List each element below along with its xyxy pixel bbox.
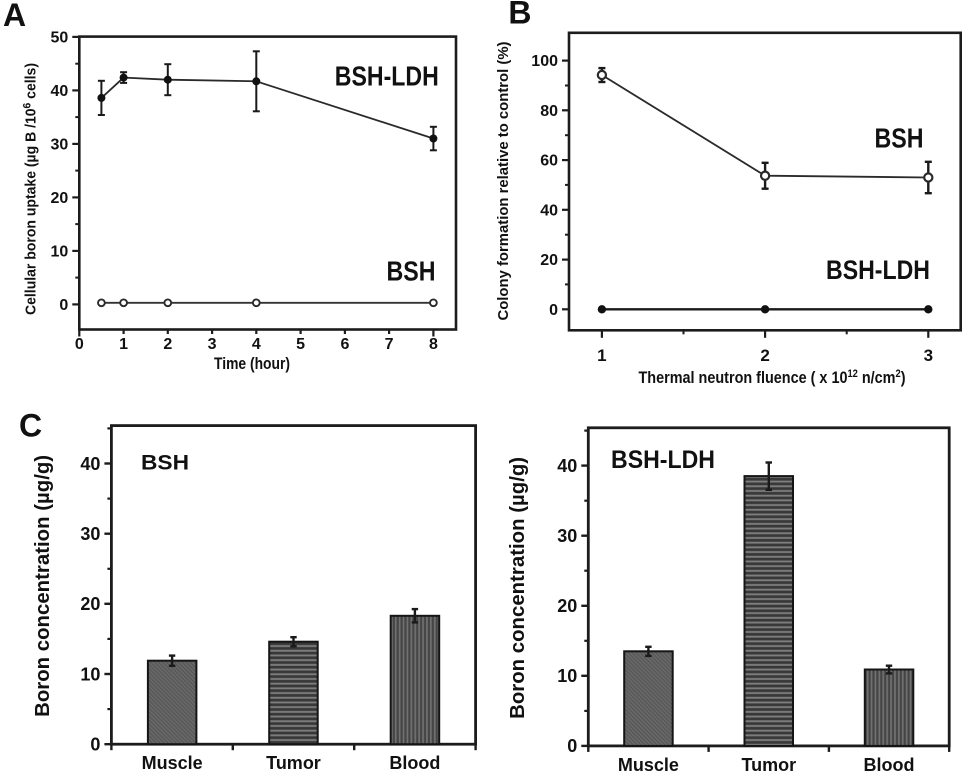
svg-text:7: 7 [385,336,394,353]
svg-text:BSH-LDH: BSH-LDH [826,255,930,285]
svg-text:30: 30 [51,137,69,154]
svg-text:20: 20 [540,252,558,269]
svg-text:Boron concentration (µg/g): Boron concentration (µg/g) [32,455,54,717]
svg-text:50: 50 [51,30,69,47]
svg-text:Tumor: Tumor [741,755,796,775]
svg-text:4: 4 [252,336,261,353]
svg-text:10: 10 [51,244,69,261]
svg-text:A: A [3,0,26,33]
svg-text:Blood: Blood [864,755,915,775]
svg-text:BSH-LDH: BSH-LDH [611,446,715,474]
svg-text:40: 40 [557,456,577,476]
svg-text:30: 30 [557,526,577,546]
svg-text:3: 3 [924,346,933,365]
svg-text:0: 0 [75,336,84,353]
svg-text:0: 0 [549,302,558,319]
svg-text:Cellular boron uptake (µg B /1: Cellular boron uptake (µg B /106 cells) [22,63,40,315]
svg-text:BSH: BSH [387,256,436,287]
svg-text:BSH-LDH: BSH-LDH [335,61,439,92]
svg-text:8: 8 [429,336,438,353]
svg-text:1: 1 [119,336,128,353]
svg-text:2: 2 [760,346,769,365]
svg-text:BSH: BSH [141,452,189,475]
svg-text:40: 40 [540,202,558,219]
svg-text:5: 5 [296,336,305,353]
svg-text:10: 10 [80,664,100,684]
svg-text:0: 0 [90,735,100,755]
svg-text:60: 60 [540,153,558,170]
svg-text:Thermal neutron fluence ( x 10: Thermal neutron fluence ( x 1012 n/cm2) [639,368,906,387]
svg-text:10: 10 [557,666,577,686]
svg-text:Muscle: Muscle [618,755,679,775]
svg-text:BSH: BSH [875,123,924,154]
svg-text:Boron concentration (µg/g): Boron concentration (µg/g) [507,457,529,719]
svg-text:2: 2 [163,336,172,353]
svg-text:40: 40 [51,83,69,100]
svg-text:100: 100 [531,53,558,70]
svg-text:Colony formation relative to c: Colony formation relative to control (%) [495,42,512,321]
svg-text:1: 1 [597,346,606,365]
svg-text:0: 0 [567,736,577,756]
svg-text:Tumor: Tumor [266,753,321,773]
svg-text:B: B [508,0,531,30]
svg-text:20: 20 [51,190,69,207]
svg-text:0: 0 [59,297,68,314]
svg-text:40: 40 [80,454,100,474]
svg-text:Time (hour): Time (hour) [214,354,290,373]
svg-text:3: 3 [208,336,217,353]
svg-text:20: 20 [557,596,577,616]
svg-text:Muscle: Muscle [142,753,203,773]
svg-text:6: 6 [340,336,349,353]
svg-text:30: 30 [80,524,100,544]
svg-text:C: C [19,408,42,444]
svg-text:80: 80 [540,103,558,120]
svg-text:20: 20 [80,594,100,614]
svg-text:Blood: Blood [389,753,440,773]
